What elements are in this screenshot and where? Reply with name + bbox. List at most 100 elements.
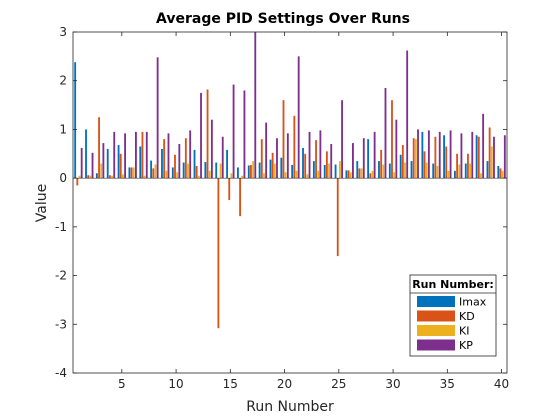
bar-imax-run-32 (410, 161, 413, 179)
bar-ki-run-25 (338, 161, 341, 179)
bar-imax-run-14 (215, 162, 218, 179)
bar-kd-run-28 (369, 173, 372, 179)
x-tick-label-10: 10 (168, 377, 183, 391)
bar-ki-run-8 (154, 164, 157, 179)
bar-kd-run-29 (380, 149, 383, 179)
bar-kp-run-8 (156, 57, 159, 179)
bar-kp-run-1 (80, 147, 83, 179)
bar-ki-run-32 (414, 139, 417, 179)
bar-kd-run-18 (260, 139, 263, 179)
bar-ki-run-13 (208, 170, 211, 179)
legend-title: Run Number: (412, 278, 494, 291)
bar-imax-run-1 (74, 62, 77, 179)
bar-kp-run-5 (124, 133, 126, 179)
bar-imax-run-39 (486, 161, 489, 179)
bar-ki-run-22 (306, 174, 309, 179)
bar-ki-run-17 (252, 161, 255, 179)
bar-kd-run-5 (119, 153, 122, 179)
bar-kd-run-26 (347, 170, 350, 179)
bar-imax-run-2 (85, 129, 87, 179)
bar-kp-run-40 (503, 135, 506, 179)
bar-kd-run-35 (445, 146, 448, 179)
bar-kp-run-26 (352, 143, 354, 179)
legend-label-kd: KD (459, 310, 475, 323)
bar-kp-run-3 (102, 143, 105, 179)
bars-group (74, 32, 506, 329)
bar-kd-run-34 (434, 136, 437, 179)
legend-label-ki: KI (459, 325, 469, 338)
bar-kd-run-19 (271, 152, 274, 179)
bar-imax-run-30 (388, 163, 391, 179)
bar-kd-run-12 (195, 165, 198, 179)
bar-imax-run-8 (150, 160, 153, 179)
plot-frame (72, 31, 508, 374)
bar-imax-run-38 (475, 135, 478, 179)
bar-kp-run-35 (449, 130, 452, 179)
y-tick-label--4: -4 (55, 366, 67, 380)
bar-ki-run-11 (187, 163, 189, 179)
bar-imax-run-24 (323, 164, 326, 179)
bar-imax-run-10 (171, 167, 174, 179)
legend-swatch-kp (417, 339, 455, 351)
bar-kp-run-13 (210, 119, 213, 179)
bar-kp-run-14 (221, 136, 224, 179)
x-tick-label-5: 5 (118, 377, 126, 391)
bar-kd-run-36 (456, 153, 459, 179)
bar-kd-run-16 (239, 178, 242, 217)
bar-kp-run-39 (493, 136, 495, 179)
bar-kp-run-11 (189, 130, 192, 179)
chart-title: Average PID Settings Over Runs (156, 11, 410, 27)
bar-kp-run-23 (319, 130, 322, 179)
bar-kd-run-10 (174, 154, 176, 179)
bar-kp-run-37 (471, 131, 474, 179)
bar-kp-run-29 (384, 88, 387, 179)
bar-imax-run-6 (128, 167, 131, 179)
bar-imax-run-20 (280, 157, 283, 179)
bar-ki-run-34 (436, 165, 439, 179)
bar-kp-run-17 (254, 32, 257, 179)
bar-imax-run-11 (182, 162, 185, 179)
bar-ki-run-1 (78, 175, 81, 179)
bar-kd-run-6 (130, 167, 133, 179)
bar-ki-run-9 (165, 170, 168, 179)
bar-kd-run-1 (76, 178, 79, 186)
bar-imax-run-28 (367, 139, 370, 179)
bar-kd-run-39 (488, 127, 491, 179)
bar-imax-run-31 (399, 154, 402, 179)
bar-ki-run-15 (230, 173, 233, 179)
bar-kd-run-32 (412, 138, 415, 179)
bar-ki-run-12 (197, 175, 200, 179)
bar-ki-run-31 (404, 162, 406, 179)
bar-kp-run-34 (438, 131, 441, 179)
bar-ki-run-39 (490, 146, 493, 179)
bar-imax-run-26 (345, 170, 348, 179)
bar-imax-run-4 (106, 148, 109, 179)
bar-kd-run-14 (217, 178, 220, 329)
bar-kd-run-7 (141, 131, 144, 179)
bar-ki-run-24 (328, 163, 330, 179)
bar-ki-run-3 (100, 163, 103, 179)
bar-kp-run-15 (232, 84, 235, 179)
bar-imax-run-18 (258, 162, 261, 179)
bar-kp-run-25 (341, 100, 343, 179)
bar-kd-run-17 (250, 164, 252, 179)
bar-kp-run-22 (308, 131, 311, 179)
legend-swatch-kd (417, 310, 455, 322)
bar-kp-run-12 (200, 92, 202, 179)
bar-kd-run-13 (206, 89, 209, 179)
bar-ki-run-14 (219, 163, 222, 179)
legend-label-imax: Imax (459, 296, 487, 309)
x-tick-label-35: 35 (440, 377, 455, 391)
bar-kp-run-27 (362, 138, 365, 179)
bar-kp-run-9 (167, 133, 170, 179)
bar-ki-run-28 (371, 170, 374, 179)
bar-ki-run-7 (143, 175, 146, 179)
bar-imax-run-9 (161, 148, 163, 179)
bar-kp-run-4 (113, 131, 116, 179)
bar-imax-run-29 (378, 161, 380, 179)
bar-kd-run-20 (282, 100, 285, 179)
bar-kp-run-38 (482, 113, 485, 179)
bar-kp-run-10 (178, 144, 181, 179)
bar-ki-run-4 (111, 175, 113, 179)
